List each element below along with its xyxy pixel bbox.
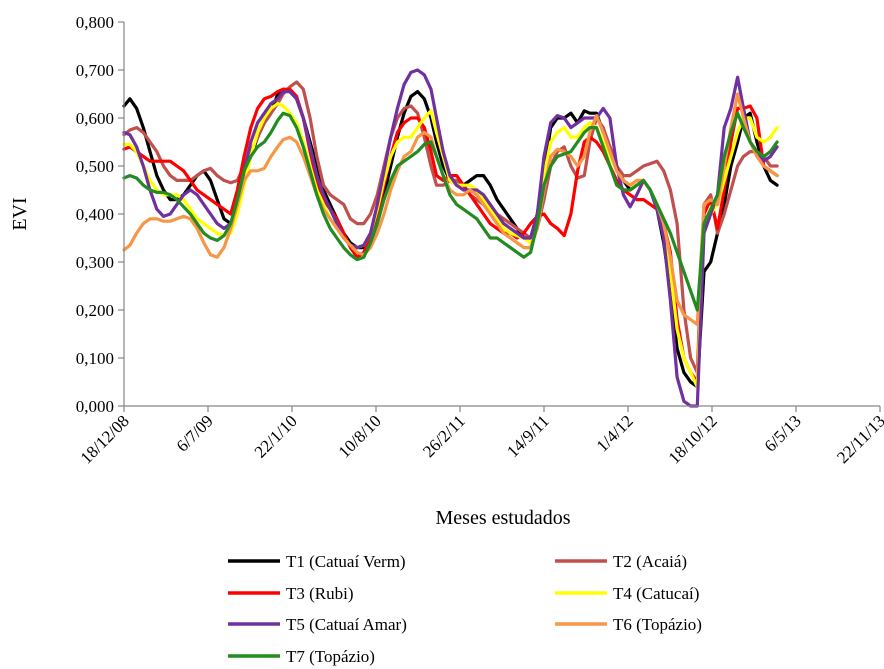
x-tick-label: 22/1/10 (251, 411, 301, 461)
x-tick-label: 26/2/11 (419, 411, 469, 461)
y-tick-label: 0,100 (76, 349, 114, 368)
legend-label-t2: T2 (Acaiá) (613, 552, 687, 571)
legend-label-t5: T5 (Catuaí Amar) (286, 615, 407, 634)
x-tick-label: 6/5/13 (761, 411, 805, 455)
x-tick-label: 18/10/12 (665, 411, 721, 467)
legend-label-t4: T4 (Catucaí) (613, 584, 699, 603)
y-tick-label: 0,500 (76, 157, 114, 176)
legend: T1 (Catuaí Verm) T2 (Acaiá) T3 (Rubi) T4 (C… (228, 552, 702, 666)
x-axis-title: Meses estudados (436, 507, 571, 529)
x-tick-label: 18/12/08 (77, 411, 133, 467)
x-tick-label: 10/8/10 (335, 411, 385, 461)
legend-label-t3: T3 (Rubi) (286, 584, 354, 603)
y-tick-label: 0,600 (76, 109, 114, 128)
y-axis-title: EVI (9, 197, 31, 230)
y-tick-label: 0,800 (76, 13, 114, 32)
x-tick-label: 22/11/13 (833, 411, 884, 467)
series-line-t4 (122, 102, 779, 389)
legend-label-t7: T7 (Topázio) (286, 647, 375, 666)
series-line-t7 (122, 111, 779, 312)
legend-label-t1: T1 (Catuaí Verm) (286, 552, 406, 571)
x-tick-label: 1/4/12 (593, 411, 637, 455)
x-axis-ticks: 18/12/08 6/7/09 22/1/10 10/8/10 26/2/11 14/9/… (77, 406, 884, 468)
legend-label-t6: T6 (Topázio) (613, 615, 702, 634)
series-lines (122, 68, 779, 408)
y-tick-label: 0,200 (76, 301, 114, 320)
y-axis-ticks: 0,000 0,100 0,200 0,300 0,400 0,500 0,600 0,700… (76, 13, 124, 416)
y-tick-label: 0,300 (76, 253, 114, 272)
x-tick-label: 6/7/09 (173, 411, 217, 455)
y-tick-label: 0,400 (76, 205, 114, 224)
x-tick-label: 14/9/11 (503, 411, 553, 461)
y-tick-label: 0,700 (76, 61, 114, 80)
y-tick-label: 0,000 (76, 397, 114, 416)
